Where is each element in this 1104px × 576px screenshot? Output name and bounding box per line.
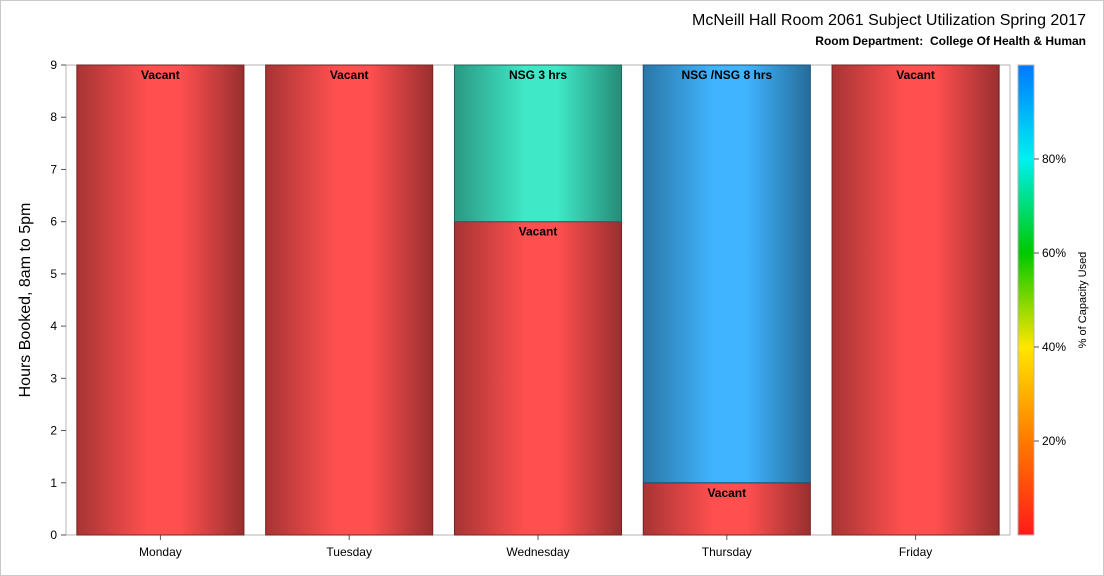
y-axis-label: Hours Booked, 8am to 5pm	[17, 203, 34, 398]
y-tick-label: 8	[50, 110, 57, 124]
bar-segment	[265, 64, 434, 536]
x-tick-label: Tuesday	[326, 545, 372, 559]
y-tick-label: 0	[50, 528, 57, 542]
y-tick-label: 1	[50, 476, 57, 490]
bar-label: Vacant	[896, 68, 935, 82]
x-tick-label: Friday	[899, 545, 932, 559]
bar-label: NSG /NSG 8 hrs	[681, 68, 772, 82]
chart-subtitle: Room Department: College Of Health & Hum…	[815, 34, 1086, 48]
y-tick-label: 9	[50, 58, 57, 72]
colorbar-tick-label: 40%	[1042, 340, 1066, 354]
bar-segment	[76, 64, 245, 536]
y-tick-label: 6	[50, 215, 57, 229]
x-tick-label: Monday	[139, 545, 182, 559]
y-tick-label: 3	[50, 371, 57, 385]
x-tick-label: Thursday	[702, 545, 752, 559]
bar-segment	[642, 64, 811, 484]
chart-title: McNeill Hall Room 2061 Subject Utilizati…	[692, 12, 1086, 29]
bar-label: NSG 3 hrs	[509, 68, 567, 82]
bar-segment	[453, 64, 623, 223]
colorbar-tick-label: 60%	[1042, 246, 1066, 260]
colorbar-tick-label: 20%	[1042, 434, 1066, 448]
bar-segment	[831, 64, 1000, 536]
y-tick-label: 2	[50, 424, 57, 438]
y-tick-label: 5	[50, 267, 57, 281]
y-tick-label: 7	[50, 162, 57, 176]
x-tick-label: Wednesday	[506, 545, 569, 559]
bar-label: Vacant	[330, 68, 369, 82]
bar-segment	[453, 221, 623, 536]
colorbar-label: % of Capacity Used	[1077, 252, 1089, 349]
colorbar-scale	[1017, 64, 1035, 536]
y-tick-label: 4	[50, 319, 57, 333]
bar-label: Vacant	[141, 68, 180, 82]
bar-label: Vacant	[519, 225, 558, 239]
bar-label: Vacant	[707, 486, 746, 500]
colorbar-tick-label: 80%	[1042, 152, 1066, 166]
